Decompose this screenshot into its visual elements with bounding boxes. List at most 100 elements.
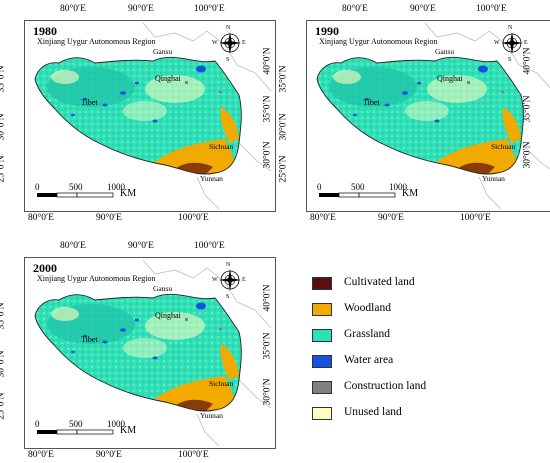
legend-swatch — [312, 303, 332, 316]
region-sichuan-label: Sichuan — [491, 142, 516, 151]
lon-label: 90°0′E — [378, 213, 404, 223]
legend-swatch — [312, 329, 332, 342]
lat-label: 35°0′N — [262, 332, 273, 360]
region-qinghai-label: Qinghai — [155, 311, 181, 320]
lon-label: 100°0′E — [476, 4, 507, 14]
compass-n: N — [226, 25, 231, 31]
lon-label: 80°0′E — [60, 241, 86, 251]
lat-label: 30°0′N — [262, 378, 273, 406]
legend-label: Water area — [344, 354, 394, 366]
region-tibet-label: Tibet — [363, 98, 380, 107]
scale-tick-0: 0 — [35, 419, 40, 429]
lon-label: 80°0′E — [60, 4, 86, 14]
lat-label: 25°0′N — [278, 155, 289, 183]
scale-unit: KM — [120, 188, 137, 199]
scale-tick-500: 500 — [69, 419, 83, 429]
scale-bar — [37, 429, 114, 435]
region-gansu-label: Gansu — [153, 284, 173, 293]
region-tibet-label: Tibet — [81, 98, 98, 107]
year-label: 1990 — [315, 24, 339, 38]
compass-e: E — [242, 40, 246, 46]
scale-tick-500: 500 — [69, 182, 83, 192]
compass-icon — [501, 32, 523, 54]
lon-label: 80°0′E — [342, 4, 368, 14]
map-canvas — [34, 259, 272, 447]
lon-label: 90°0′E — [128, 4, 154, 14]
legend-label: Construction land — [344, 380, 427, 392]
lat-label: 35°0′N — [0, 302, 7, 330]
year-label: 2000 — [33, 261, 57, 275]
lat-label: 30°0′N — [522, 141, 533, 169]
legend-label: Grassland — [344, 328, 390, 340]
lat-label: 25°0′N — [0, 392, 7, 420]
region-sichuan-label: Sichuan — [209, 379, 234, 388]
compass-e: E — [524, 40, 528, 46]
lon-label: 80°0′E — [28, 450, 54, 460]
lon-label: 90°0′E — [410, 4, 436, 14]
region-tibet-label: Tibet — [81, 335, 98, 344]
region-xinjiang-label: Xinjiang Uygur Autonomous Region — [37, 274, 156, 283]
lat-label: 35°0′N — [278, 65, 289, 93]
region-sichuan-label: Sichuan — [209, 142, 234, 151]
lat-label: 35°0′N — [522, 95, 533, 123]
lat-label: 30°0′N — [278, 113, 289, 141]
lat-label: 30°0′N — [0, 113, 7, 141]
map-panel-2000: 2000 Xinjiang Uygur Autonomous Region Ga… — [24, 257, 276, 449]
lat-label: 35°0′N — [262, 95, 273, 123]
lat-label: 40°0′N — [522, 47, 533, 75]
scale-tick-0: 0 — [317, 182, 322, 192]
region-yunnan-label: Yunnan — [482, 174, 505, 183]
lat-label: 40°0′N — [262, 47, 273, 75]
compass-w: W — [212, 277, 218, 283]
map-panel-1990: 1990 Xinjiang Uygur Autonomous Region Ga… — [306, 20, 550, 212]
scale-tick-500: 500 — [351, 182, 365, 192]
lon-label: 100°0′E — [178, 213, 209, 223]
region-qinghai-label: Qinghai — [155, 74, 181, 83]
lon-label: 90°0′E — [128, 241, 154, 251]
legend-label: Woodland — [344, 302, 391, 314]
scale-unit: KM — [402, 188, 419, 199]
lat-label: 35°0′N — [0, 65, 7, 93]
legend-label: Cultivated land — [344, 276, 415, 288]
scale-bar — [37, 192, 114, 198]
region-qinghai-label: Qinghai — [437, 74, 463, 83]
scale-tick-1000: 1000 — [107, 419, 125, 429]
legend-swatch — [312, 381, 332, 394]
scale-bar — [319, 192, 396, 198]
scale-tick-1000: 1000 — [107, 182, 125, 192]
lon-label: 100°0′E — [194, 241, 225, 251]
compass-n: N — [226, 262, 231, 268]
legend-swatch — [312, 277, 332, 290]
legend-swatch — [312, 407, 332, 420]
compass-icon — [219, 32, 241, 54]
compass-e: E — [242, 277, 246, 283]
lon-label: 90°0′E — [96, 450, 122, 460]
region-gansu-label: Gansu — [435, 47, 455, 56]
lat-label: 30°0′N — [0, 350, 7, 378]
year-label: 1980 — [33, 24, 57, 38]
scale-tick-0: 0 — [35, 182, 40, 192]
lon-label: 100°0′E — [460, 213, 491, 223]
map-canvas — [316, 22, 550, 210]
compass-s: S — [226, 57, 230, 63]
lon-label: 80°0′E — [28, 213, 54, 223]
lon-label: 100°0′E — [178, 450, 209, 460]
compass-s: S — [226, 294, 230, 300]
scale-unit: KM — [120, 425, 137, 436]
compass-s: S — [508, 57, 512, 63]
map-panel-1980: 1980 Xinjiang Uygur Autonomous Region Ga… — [24, 20, 276, 212]
lat-label: 30°0′N — [262, 141, 273, 169]
lat-label: 40°0′N — [262, 284, 273, 312]
map-canvas — [34, 22, 272, 210]
scale-tick-1000: 1000 — [389, 182, 407, 192]
region-xinjiang-label: Xinjiang Uygur Autonomous Region — [319, 37, 438, 46]
region-yunnan-label: Yunnan — [200, 174, 223, 183]
compass-icon — [219, 269, 241, 291]
compass-w: W — [212, 40, 218, 46]
lat-label: 25°0′N — [0, 155, 7, 183]
legend-swatch — [312, 355, 332, 368]
region-xinjiang-label: Xinjiang Uygur Autonomous Region — [37, 37, 156, 46]
compass-n: N — [508, 25, 513, 31]
lon-label: 100°0′E — [194, 4, 225, 14]
lon-label: 80°0′E — [310, 213, 336, 223]
